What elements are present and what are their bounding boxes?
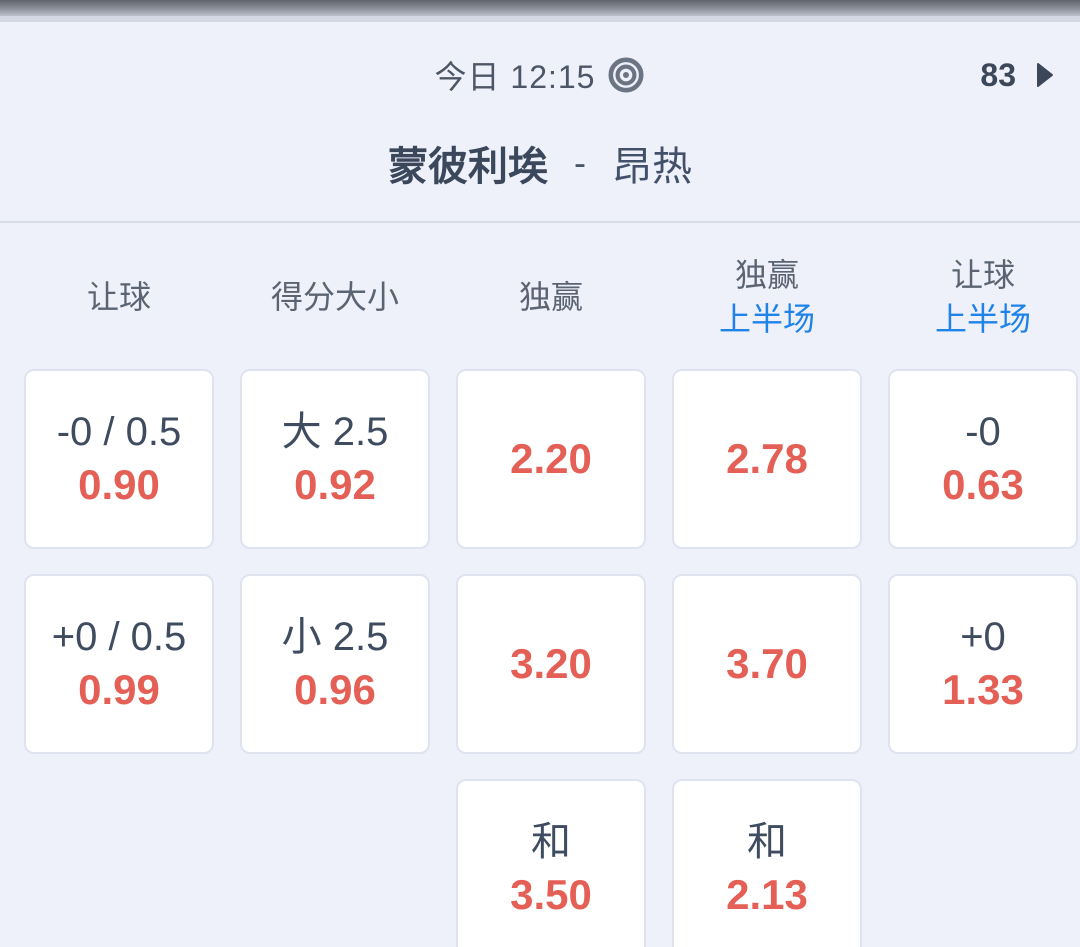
odds-cell-value: 2.13 xyxy=(726,871,808,918)
odds-cell-r2c3[interactable]: 3.20 xyxy=(456,574,646,754)
odds-cell-r2c5[interactable]: +0 1.33 xyxy=(888,574,1078,754)
market-header-sublabel: 上半场 xyxy=(934,301,1031,337)
empty-slot xyxy=(24,779,214,947)
odds-cell-r2c4[interactable]: 3.70 xyxy=(672,574,862,754)
odds-cell-value: 0.90 xyxy=(78,461,160,508)
bullseye-icon xyxy=(607,56,645,94)
odds-cell-value: 3.20 xyxy=(510,640,592,687)
odds-cell-value: 2.78 xyxy=(726,435,808,482)
odds-cell-r2c1[interactable]: +0 / 0.5 0.99 xyxy=(24,574,214,754)
odds-cell-value: 2.20 xyxy=(510,435,592,482)
market-header-label: 独赢 xyxy=(734,257,799,293)
odds-cell-value: 0.96 xyxy=(294,666,376,713)
away-team-name: 昂热 xyxy=(612,145,692,189)
status-bar xyxy=(0,0,1080,16)
odds-cell-r3c4[interactable]: 和 2.13 xyxy=(672,779,862,947)
odds-cell-r3c3[interactable]: 和 3.50 xyxy=(456,779,646,947)
empty-slot xyxy=(888,779,1078,947)
match-time-group: 今日 12:15 xyxy=(0,56,1080,95)
odds-cell-value: 0.63 xyxy=(942,461,1024,508)
odds-cell-handicap: 大 2.5 xyxy=(281,410,389,454)
chevron-right-icon xyxy=(1036,62,1054,88)
odds-cell-r1c3[interactable]: 2.20 xyxy=(456,369,646,549)
odds-cell-r1c2[interactable]: 大 2.5 0.92 xyxy=(240,369,430,549)
match-title: 蒙彼利埃 - 昂热 xyxy=(0,140,1080,189)
divider xyxy=(0,221,1080,223)
match-time-label: 今日 12:15 xyxy=(434,59,596,95)
team-separator: - xyxy=(574,142,586,183)
odds-grid: -0 / 0.5 0.90 大 2.5 0.92 2.20 2.78 -0 0.63 +0 / … xyxy=(0,369,1080,947)
odds-cell-value: 3.50 xyxy=(510,871,592,918)
odds-cell-value: 1.33 xyxy=(942,666,1024,713)
odds-cell-value: 0.92 xyxy=(294,461,376,508)
market-header-label: 得分大小 xyxy=(270,279,399,315)
odds-cell-value: 0.99 xyxy=(78,666,160,713)
market-header-0: 让球 xyxy=(24,253,214,341)
odds-cell-r1c5[interactable]: -0 0.63 xyxy=(888,369,1078,549)
market-header-label: 让球 xyxy=(86,279,151,315)
more-markets-button[interactable]: 83 xyxy=(980,56,1054,94)
odds-cell-handicap: 和 xyxy=(531,820,571,864)
market-header-1: 得分大小 xyxy=(240,253,430,341)
status-bar-band xyxy=(0,16,1080,22)
more-markets-count: 83 xyxy=(980,56,1016,93)
market-header-3: 独赢 上半场 xyxy=(672,253,862,341)
empty-slot xyxy=(240,779,430,947)
market-header-2: 独赢 xyxy=(456,253,646,341)
odds-cell-handicap: +0 / 0.5 xyxy=(51,615,187,659)
odds-cell-value: 3.70 xyxy=(726,640,808,687)
market-header-4: 让球 上半场 xyxy=(888,253,1078,341)
market-header-sublabel: 上半场 xyxy=(718,301,815,337)
topbar: 今日 12:15 83 xyxy=(0,56,1080,95)
odds-cell-handicap: -0 / 0.5 xyxy=(56,410,182,454)
home-team-name: 蒙彼利埃 xyxy=(388,145,548,189)
odds-cell-r1c4[interactable]: 2.78 xyxy=(672,369,862,549)
market-header-label: 让球 xyxy=(950,257,1015,293)
odds-cell-r2c2[interactable]: 小 2.5 0.96 xyxy=(240,574,430,754)
odds-cell-r1c1[interactable]: -0 / 0.5 0.90 xyxy=(24,369,214,549)
odds-cell-handicap: -0 xyxy=(965,410,1001,454)
odds-cell-handicap: 小 2.5 xyxy=(281,615,389,659)
market-headers: 让球 得分大小 独赢 独赢 上半场 让球 上半场 xyxy=(0,253,1080,341)
odds-cell-handicap: 和 xyxy=(747,820,787,864)
odds-cell-handicap: +0 xyxy=(960,615,1006,659)
market-header-label: 独赢 xyxy=(518,279,583,315)
